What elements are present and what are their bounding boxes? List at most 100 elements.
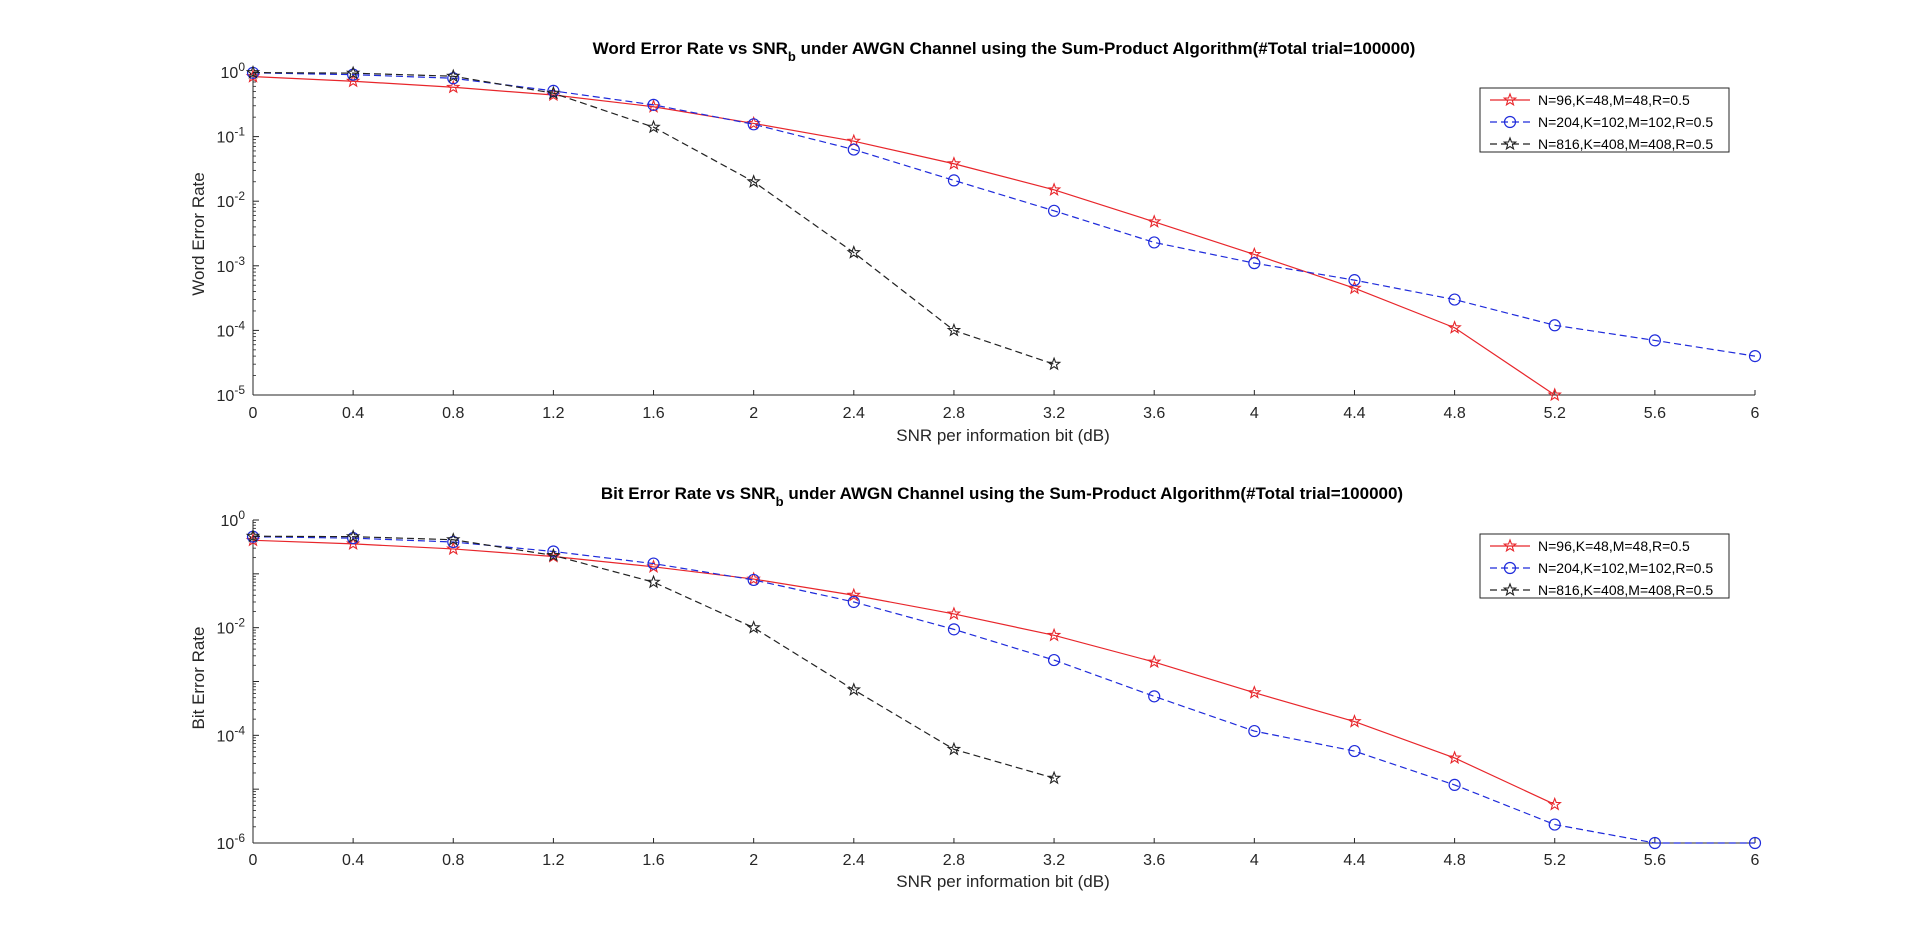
data-point: [345, 65, 361, 80]
bit-error-rate-y-tick-labels: 100 10-2 10-4 10-6: [217, 508, 246, 853]
data-point: [846, 587, 862, 602]
x-tick-label: 5.6: [1644, 852, 1666, 869]
legend-marker: [1502, 538, 1518, 553]
data-point: [747, 118, 760, 131]
data-point: [746, 174, 761, 188]
y-tick-label: 10-4: [217, 318, 246, 340]
x-tick-label: 3.6: [1143, 405, 1165, 422]
data-point: [1148, 690, 1161, 703]
word-error-rate-title: Word Error Rate vs SNRb under AWGN Chann…: [593, 39, 1416, 64]
data-point: [1648, 836, 1661, 850]
word-error-rate-plot: Word Error Rate vs SNRb under AWGN Chann…: [189, 39, 1762, 445]
bit-error-rate-x-tick-labels: 0 0.4 0.8 1.2 1.6 2 2.4 2.8 3.2 3.6 4 4.4 4.8 5.2 5.6 6: [249, 852, 1760, 869]
data-point: [245, 64, 261, 79]
data-point: [1748, 350, 1762, 363]
series-2: [246, 66, 1762, 363]
y-tick-label: 10-2: [217, 616, 246, 638]
x-tick-label: 2.4: [843, 405, 865, 422]
data-point: [447, 72, 460, 85]
x-tick-label: 1.2: [542, 852, 564, 869]
data-point: [1547, 796, 1562, 811]
x-tick-label: 2: [749, 852, 758, 869]
x-tick-label: 4.8: [1443, 852, 1465, 869]
bit-error-rate-legend: N=96,K=48,M=48,R=0.5 N=204,K=102,M=102,R=…: [1479, 533, 1730, 599]
series-2: [246, 530, 1762, 850]
data-point: [446, 68, 461, 83]
data-point: [1448, 293, 1461, 306]
series-3: [245, 528, 1062, 785]
data-point: [1047, 653, 1061, 667]
word-error-rate-x-tick-labels: 0 0.4 0.8 1.2 1.6 2 2.4 2.8 3.2 3.6 4 4.4 4.8 5.2 5.6 6: [249, 405, 1760, 422]
x-tick-label: 2.4: [843, 852, 865, 869]
data-point: [1248, 257, 1261, 270]
legend-entry-2: N=204,K=102,M=102,R=0.5: [1490, 560, 1713, 576]
x-tick-label: 4.4: [1343, 405, 1365, 422]
data-point: [1146, 214, 1162, 228]
data-point: [1348, 274, 1361, 287]
series-3: [245, 64, 1062, 371]
data-point: [1347, 714, 1362, 728]
data-point: [846, 245, 862, 259]
y-tick-label: 10-3: [217, 254, 246, 276]
x-tick-label: 3.6: [1143, 852, 1165, 869]
data-point: [446, 79, 461, 94]
word-error-rate-axes: [252, 71, 1756, 396]
data-point: [446, 532, 461, 546]
bit-error-rate-axes: [252, 519, 1756, 844]
data-point: [1148, 236, 1161, 249]
y-tick-label: 10-6: [217, 831, 246, 853]
data-point: [347, 532, 360, 545]
series-line: [252, 72, 1756, 357]
data-point: [946, 322, 962, 337]
series-line: [252, 535, 1055, 779]
x-tick-label: 2.8: [943, 852, 965, 869]
x-tick-label: 5.2: [1544, 405, 1566, 422]
data-point: [245, 528, 261, 543]
x-tick-label: 3.2: [1043, 852, 1065, 869]
data-point: [546, 85, 561, 100]
x-tick-label: 0.8: [442, 405, 464, 422]
bit-error-rate-y-axis-label: Bit Error Rate: [189, 627, 208, 730]
legend-label: N=96,K=48,M=48,R=0.5: [1538, 538, 1690, 554]
data-point: [245, 68, 261, 83]
legend-label: N=816,K=408,M=408,R=0.5: [1538, 582, 1713, 598]
series-line: [252, 539, 1555, 806]
data-point: [946, 606, 962, 621]
data-point: [1347, 280, 1362, 295]
data-point: [847, 595, 860, 609]
data-point: [1748, 836, 1762, 850]
data-point: [345, 73, 361, 88]
legend-entry-3: N=816,K=408,M=408,R=0.5: [1490, 136, 1713, 152]
legend-entry-2: N=204,K=102,M=102,R=0.5: [1490, 114, 1713, 130]
x-tick-label: 4: [1250, 405, 1259, 422]
legend-marker: [1502, 582, 1518, 597]
data-point: [1248, 724, 1261, 738]
legend-entry-1: N=96,K=48,M=48,R=0.5: [1490, 538, 1690, 554]
data-point: [1447, 320, 1462, 334]
legend-label: N=204,K=102,M=102,R=0.5: [1538, 560, 1713, 576]
data-point: [847, 143, 860, 156]
data-point: [846, 682, 862, 696]
legend-marker: [1502, 136, 1518, 151]
word-error-rate-y-tick-labels: 100 10-1 10-2 10-3 10-4 10-5: [217, 60, 246, 405]
x-tick-label: 0.4: [342, 405, 364, 422]
y-tick-label: 10-4: [217, 723, 246, 745]
x-tick-label: 0.4: [342, 852, 364, 869]
y-tick-label: 100: [221, 60, 246, 82]
legend-label: N=96,K=48,M=48,R=0.5: [1538, 92, 1690, 108]
data-point: [1447, 750, 1462, 765]
data-point: [946, 741, 962, 756]
word-error-rate-x-axis-label: SNR per information bit (dB): [896, 426, 1110, 445]
legend-label: N=816,K=408,M=408,R=0.5: [1538, 136, 1713, 152]
legend-box: [1479, 87, 1730, 153]
x-tick-label: 5.6: [1644, 405, 1666, 422]
data-point: [547, 545, 560, 558]
data-point: [1348, 744, 1361, 758]
series-line: [252, 75, 1556, 396]
x-tick-label: 4.4: [1343, 852, 1365, 869]
bit-error-rate-plot: Bit Error Rate vs SNRb under AWGN Channe…: [189, 484, 1762, 891]
data-point: [947, 623, 961, 636]
y-tick-label: 10-2: [217, 189, 246, 211]
